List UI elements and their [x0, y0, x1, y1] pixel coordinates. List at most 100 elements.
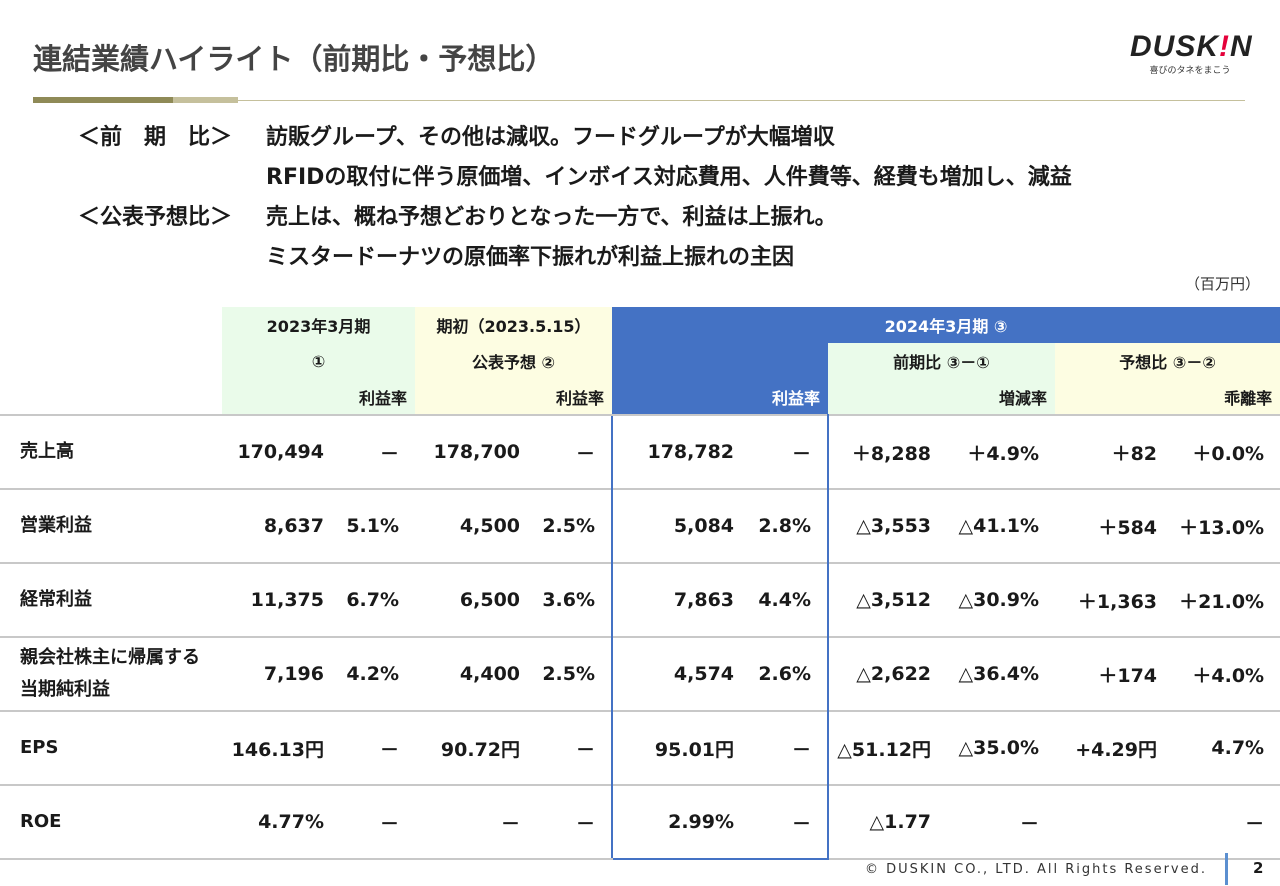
summary-row: ミスタードーナツの原価率下振れが利益上振れの主因 [78, 238, 1072, 278]
summary-row: ＜公表予想比＞ 売上は、概ね予想どおりとなった一方で、利益は上振れ。 [78, 198, 1072, 238]
header-rate-2: 利益率 [536, 379, 613, 415]
cell-v1: 7,196 [222, 636, 340, 711]
header-vs-forecast: 予想比 ③－② [1055, 343, 1280, 379]
summary-text: 訪販グループ、その他は減収。フードグループが大幅増収 [266, 125, 835, 150]
cell-v5: ＋174 [1055, 636, 1174, 711]
summary-label [78, 158, 266, 198]
cell-r2: 2.5% [536, 636, 613, 711]
cell-v1: 170,494 [222, 414, 340, 489]
page-title: 連結業績ハイライト（前期比・予想比） [33, 42, 555, 76]
footer-divider [1225, 853, 1228, 885]
header-initial-forecast: 期初（2023.5.15） [415, 307, 613, 343]
cell-v3: 178,782 [611, 414, 751, 489]
cell-r2: － [536, 710, 613, 785]
summary-label: ＜前 期 比＞ [78, 125, 233, 150]
cell-r5: ＋0.0% [1173, 414, 1280, 489]
header-yoy: 前期比 ③－① [828, 343, 1056, 379]
summary-label: ＜公表予想比＞ [78, 205, 233, 230]
header-rate-5: 乖離率 [1173, 379, 1280, 415]
title-underline-light [173, 97, 238, 103]
cell-r2: 2.5% [536, 488, 613, 563]
cell-v1: 8,637 [222, 488, 340, 563]
header-forecast-label: 公表予想 ② [415, 343, 613, 379]
header-rate-3: 利益率 [750, 379, 829, 415]
summary-text: 売上は、概ね予想どおりとなった一方で、利益は上振れ。 [266, 205, 837, 230]
cell-r4: △36.4% [947, 636, 1056, 711]
table-row: 売上高 170,494 － 178,700 － 178,782 －＋8,288 ＋4.9% ＋8… [0, 414, 1280, 489]
cell-v4: △3,512 [828, 562, 948, 637]
cell-v2: 178,700 [415, 414, 537, 489]
summary-row: RFIDの取付に伴う原価増、インボイス対応費用、人件費等、経費も増加し、減益 [78, 158, 1072, 198]
cell-v3: 95.01円 [611, 710, 751, 785]
summary-row: ＜前 期 比＞ 訪販グループ、その他は減収。フードグループが大幅増収 [78, 118, 1072, 158]
cell-r3: － [750, 414, 830, 489]
cell-v5: ＋584 [1055, 488, 1174, 563]
cell-v5: ＋1,363 [1055, 562, 1174, 637]
cell-v5: +4.29円 [1055, 710, 1174, 785]
cell-r3: － [750, 784, 830, 860]
header-rate-1: 利益率 [340, 379, 416, 415]
cell-r4: △35.0% [947, 710, 1056, 785]
table-row: EPS 146.13円－ 90.72円－ 95.01円－ △51.12円 △35.0% +4… [0, 710, 1280, 785]
table-row: ROE 4.77% －－－ 2.99% － △1.77 －－ [0, 784, 1280, 860]
cell-v4: ＋8,288 [828, 414, 948, 489]
cell-r3: 2.8% [750, 488, 830, 563]
cell-r5: － [1173, 784, 1280, 860]
cell-v2: 4,500 [415, 488, 537, 563]
cell-r3: － [750, 710, 830, 785]
cell-r1: － [340, 784, 416, 860]
summary-text: RFIDの取付に伴う原価増、インボイス対応費用、人件費等、経費も増加し、減益 [266, 165, 1072, 190]
logo-wordmark: DUSK!N [1130, 30, 1253, 63]
row-label: 営業利益 [0, 488, 222, 563]
page-number: 2 [1253, 859, 1264, 877]
header-row-3: 利益率 利益率 利益率 増減率 乖離率 [0, 379, 1280, 415]
logo-tagline: 喜びのタネをまこう [1149, 66, 1231, 76]
header-row-1: 2023年3月期 期初（2023.5.15） 2024年3月期 ③ [0, 307, 1280, 343]
cell-v1: 146.13円 [222, 710, 340, 785]
table-row: 経常利益 11,375 6.7% 6,500 3.6% 7,863 4.4% △3,512 △3… [0, 562, 1280, 637]
cell-r4: △30.9% [947, 562, 1056, 637]
cell-r5: ＋21.0% [1173, 562, 1280, 637]
cell-v2: 4,400 [415, 636, 537, 711]
cell-v3: 2.99% [611, 784, 751, 860]
cell-v2: 90.72円 [415, 710, 537, 785]
cell-v5: ＋82 [1055, 414, 1174, 489]
cell-v1: 4.77% [222, 784, 340, 860]
cell-r5: ＋13.0% [1173, 488, 1280, 563]
row-label: EPS [0, 710, 222, 785]
summary-text: ミスタードーナツの原価率下振れが利益上振れの主因 [266, 245, 795, 270]
cell-v5 [1055, 784, 1174, 860]
cell-r3: 4.4% [750, 562, 830, 637]
title-underline-dark [33, 97, 173, 103]
cell-v4: △51.12円 [828, 710, 948, 785]
cell-r4: △41.1% [947, 488, 1056, 563]
cell-v1: 11,375 [222, 562, 340, 637]
cell-v3: 5,084 [611, 488, 751, 563]
header-fy2023: 2023年3月期 [222, 307, 416, 343]
cell-r4: － [947, 784, 1056, 860]
row-label: 親会社株主に帰属する 当期純利益 [0, 636, 222, 711]
header-fy2023-marker: ① [222, 343, 416, 379]
cell-v3: 4,574 [611, 636, 751, 711]
cell-v4: △2,622 [828, 636, 948, 711]
row-label: ROE [0, 784, 222, 860]
header-fy2024: 2024年3月期 ③ [612, 307, 1280, 343]
cell-r2: 3.6% [536, 562, 613, 637]
row-label: 経常利益 [0, 562, 222, 637]
cell-r1: 5.1% [340, 488, 416, 563]
cell-r3: 2.6% [750, 636, 830, 711]
summary: ＜前 期 比＞ 訪販グループ、その他は減収。フードグループが大幅増収 RFIDの取… [78, 118, 1072, 278]
cell-v3: 7,863 [611, 562, 751, 637]
cell-r4: ＋4.9% [947, 414, 1056, 489]
cell-r1: － [340, 414, 416, 489]
results-table: 2023年3月期 期初（2023.5.15） 2024年3月期 ③ ① 公表予想… [0, 307, 1280, 860]
unit-label: （百万円） [1184, 275, 1260, 293]
cell-v2: － [415, 784, 537, 860]
row-label: 売上高 [0, 414, 222, 489]
cell-r1: 6.7% [340, 562, 416, 637]
summary-label [78, 238, 266, 278]
title-underline-thin [238, 100, 1245, 101]
cell-r2: － [536, 784, 613, 860]
cell-r2: － [536, 414, 613, 489]
cell-v2: 6,500 [415, 562, 537, 637]
